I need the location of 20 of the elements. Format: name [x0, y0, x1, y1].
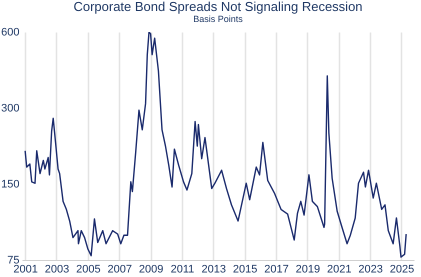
- chart-title: Corporate Bond Spreads Not Signaling Recession: [73, 0, 363, 14]
- y-tick-label: 300: [1, 102, 20, 114]
- x-tick-label: 2017: [264, 264, 289, 276]
- chart-subtitle: Basis Points: [193, 14, 244, 24]
- x-tick-label: 2025: [390, 264, 414, 276]
- line-series: [24, 32, 407, 258]
- x-tick-label: 2021: [326, 264, 352, 276]
- x-tick-label: 2015: [232, 264, 258, 276]
- x-tick-label: 2001: [13, 264, 38, 276]
- x-tick-label: 2007: [107, 264, 132, 276]
- x-tick-label: 2005: [76, 264, 101, 276]
- y-tick-label: 150: [1, 178, 20, 190]
- x-tick-label: 2019: [296, 264, 320, 276]
- x-tick-label: 2009: [138, 264, 164, 276]
- x-tick-label: 2023: [358, 264, 383, 276]
- y-tick-label: 75: [7, 254, 20, 266]
- x-tick-label: 2003: [44, 264, 70, 276]
- y-tick-label: 600: [1, 26, 20, 38]
- x-tick-label: 2013: [202, 264, 226, 276]
- x-tick-label: 2011: [170, 264, 194, 276]
